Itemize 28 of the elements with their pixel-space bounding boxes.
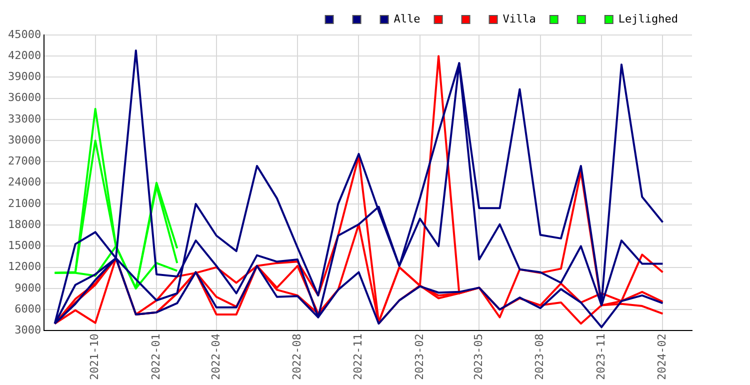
y-tick-label: 45000 — [8, 28, 42, 41]
y-tick-label: 3000 — [14, 324, 42, 336]
x-tick-label: 2023-08 — [533, 334, 546, 380]
y-tick-label: 33000 — [8, 112, 42, 126]
y-tick-label: 42000 — [8, 48, 42, 62]
y-tick-label: 9000 — [14, 281, 42, 294]
legend-label: Alle — [394, 12, 420, 26]
x-tick-label: 2022-04 — [209, 333, 222, 380]
y-tick-label: 21000 — [8, 196, 42, 210]
x-tick-label: 2024-02 — [656, 334, 669, 380]
x-tick-label: 2023-05 — [472, 334, 485, 380]
y-tick-label: 30000 — [8, 133, 42, 146]
x-tick-label: 2022-08 — [290, 334, 304, 380]
y-tick-label: 27000 — [8, 154, 42, 168]
y-tick-label: 24000 — [8, 176, 42, 189]
y-tick-label: 15000 — [8, 239, 42, 252]
x-tick-label: 2022-11 — [352, 334, 365, 380]
y-tick-label: 18000 — [8, 218, 42, 231]
x-tick-label: 2023-02 — [412, 334, 426, 380]
x-tick-label: 2021-10 — [88, 334, 102, 380]
y-tick-label: 39000 — [8, 70, 42, 84]
y-tick-label: 12000 — [8, 260, 42, 274]
y-tick-label: 6000 — [14, 302, 42, 316]
legend-label: Lejlighed — [618, 12, 678, 26]
x-tick-label: 2023-11 — [594, 334, 608, 380]
legend-label: Villa — [502, 12, 536, 26]
x-tick-label: 2022-01 — [149, 334, 162, 380]
y-tick-label: 36000 — [8, 91, 42, 104]
